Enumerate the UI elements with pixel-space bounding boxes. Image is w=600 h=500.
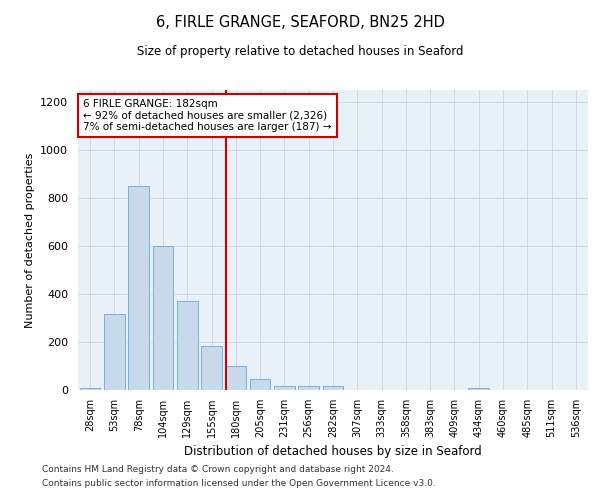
Text: Size of property relative to detached houses in Seaford: Size of property relative to detached ho… [137,45,463,58]
Bar [80,388,100,390]
Bar [298,386,319,390]
Text: 6, FIRLE GRANGE, SEAFORD, BN25 2HD: 6, FIRLE GRANGE, SEAFORD, BN25 2HD [155,15,445,30]
Bar [250,379,271,390]
X-axis label: Distribution of detached houses by size in Seaford: Distribution of detached houses by size … [184,446,482,458]
Y-axis label: Number of detached properties: Number of detached properties [25,152,35,328]
Bar [469,388,489,390]
Bar [152,246,173,390]
Bar [128,186,149,390]
Text: Contains public sector information licensed under the Open Government Licence v3: Contains public sector information licen… [42,479,436,488]
Bar [226,366,246,390]
Bar [323,386,343,390]
Text: 6 FIRLE GRANGE: 182sqm
← 92% of detached houses are smaller (2,326)
7% of semi-d: 6 FIRLE GRANGE: 182sqm ← 92% of detached… [83,99,332,132]
Bar [274,386,295,390]
Text: Contains HM Land Registry data © Crown copyright and database right 2024.: Contains HM Land Registry data © Crown c… [42,466,394,474]
Bar [177,301,197,390]
Bar [201,346,222,390]
Bar [104,314,125,390]
